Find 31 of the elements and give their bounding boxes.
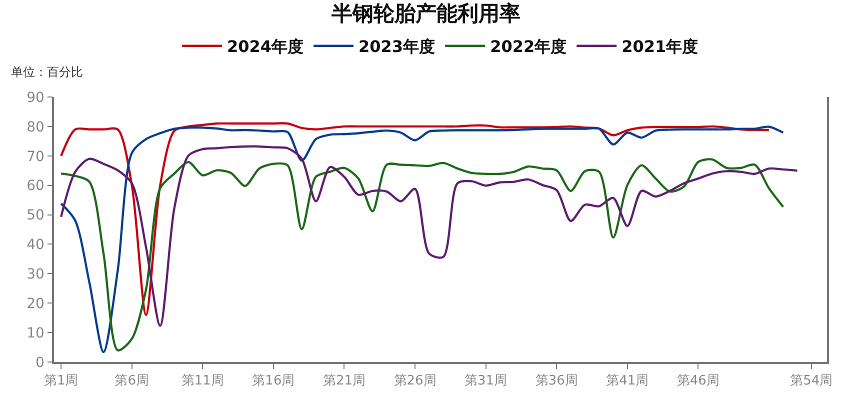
y-tick-label: 10 — [26, 325, 44, 342]
legend-label: 2023年度 — [358, 37, 436, 56]
y-tick-label: 50 — [26, 208, 44, 224]
line-series — [60, 122, 770, 316]
x-tick-label: 第11周 — [181, 373, 224, 388]
line-series — [60, 145, 798, 327]
y-tick-label: 60 — [26, 178, 44, 194]
legend-label: 2022年度 — [490, 37, 567, 56]
y-tick-label: 80 — [26, 119, 44, 136]
line-series — [60, 126, 784, 354]
y-tick-label: 30 — [26, 266, 44, 283]
y-tick-label: 0 — [36, 354, 44, 371]
x-tick-label: 第36周 — [535, 373, 578, 388]
y-axis-title: 单位：百分比 — [11, 65, 83, 79]
y-tick-label: 90 — [26, 90, 44, 106]
x-tick-label: 第16周 — [252, 373, 295, 388]
x-tick-label: 第54周 — [790, 373, 833, 388]
x-tick-label: 第41周 — [606, 373, 649, 388]
legend-label: 2021年度 — [622, 37, 698, 56]
x-tick-label: 第31周 — [464, 373, 508, 388]
y-tick-label: 20 — [26, 296, 44, 312]
y-tick-label: 70 — [26, 148, 44, 165]
x-tick-label: 第21周 — [322, 373, 366, 388]
x-tick-label: 第1周 — [44, 373, 78, 388]
chart-title: 半钢轮胎产能利用率 — [330, 0, 520, 26]
y-tick-label: 40 — [26, 237, 44, 254]
x-tick-label: 第46周 — [676, 373, 720, 388]
x-tick-label: 第6周 — [114, 373, 150, 388]
line-series — [60, 158, 784, 352]
legend-label: 2024年度 — [227, 37, 304, 56]
x-tick-label: 第26周 — [394, 373, 436, 388]
